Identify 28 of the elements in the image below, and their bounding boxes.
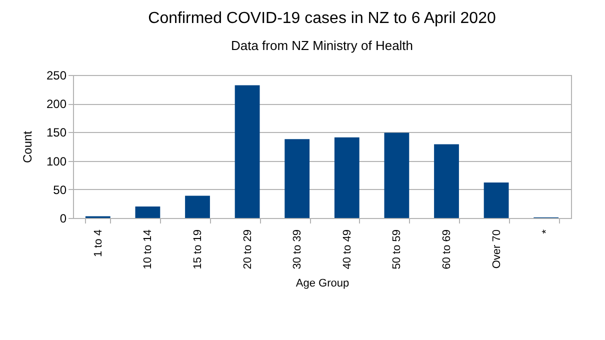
x-tick-label: Over 70 bbox=[490, 230, 503, 269]
x-tick-label: 50 to 59 bbox=[391, 230, 404, 270]
y-tick-label: 150 bbox=[46, 126, 67, 140]
chart-subtitle: Data from NZ Ministry of Health bbox=[230, 38, 414, 53]
x-tick-label: 60 to 69 bbox=[441, 230, 453, 270]
x-tick-label: 1 to 4 bbox=[92, 230, 104, 258]
bar bbox=[284, 139, 310, 218]
bar bbox=[135, 206, 160, 218]
x-axis-title: Age Group bbox=[296, 277, 350, 290]
bar bbox=[234, 85, 260, 218]
chart-title: Confirmed COVID-19 cases in NZ to 6 April 2020 bbox=[148, 10, 496, 27]
y-tick-label: 50 bbox=[53, 182, 67, 197]
y-axis-title: Count bbox=[20, 130, 34, 164]
x-tick-label: 30 to 39 bbox=[292, 230, 304, 270]
x-tick-label: 10 to 14 bbox=[142, 230, 154, 270]
bar bbox=[384, 132, 410, 218]
x-tick-label: 40 to 49 bbox=[341, 230, 354, 270]
y-tick-label: 0 bbox=[60, 212, 67, 226]
x-tick-label: * bbox=[540, 228, 553, 234]
bar bbox=[185, 196, 210, 218]
x-tick-label: 20 to 29 bbox=[242, 230, 254, 270]
y-tick-label: 100 bbox=[46, 154, 67, 168]
x-tick-label: 15 to 19 bbox=[192, 230, 204, 270]
bar bbox=[434, 144, 459, 218]
bar bbox=[334, 137, 360, 218]
y-tick-label: 250 bbox=[46, 68, 67, 82]
bar bbox=[484, 182, 509, 218]
y-tick-label: 200 bbox=[46, 97, 67, 112]
